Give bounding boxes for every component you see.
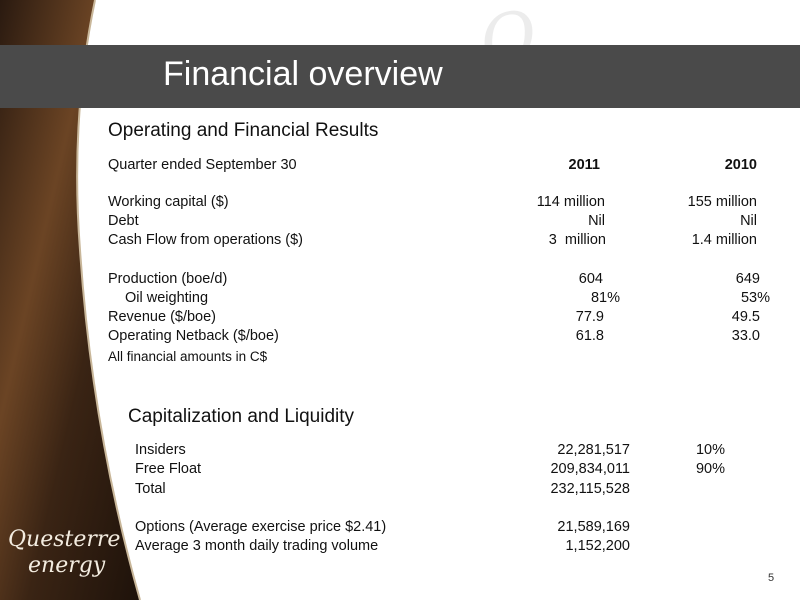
section-heading: Capitalization and Liquidity (128, 406, 355, 427)
row-value: 53% (740, 290, 770, 306)
row-label: Total (135, 481, 166, 497)
row-value: 61.8 (575, 328, 604, 344)
row-value: 209,834,011 (550, 461, 630, 477)
row-value: 22,281,517 (557, 442, 630, 458)
row-value: 232,115,528 (550, 481, 630, 497)
logo-text: Questerre (8, 527, 121, 552)
row-value: 49.5 (731, 309, 760, 325)
header-cell: 2010 (724, 157, 757, 173)
row-label: Production (boe/d) (108, 271, 228, 287)
row-label: Average 3 month daily trading volume (135, 538, 379, 554)
row-percent: 90% (695, 461, 725, 477)
row-label: Operating Netback ($/boe) (108, 328, 279, 344)
row-value: 81% (590, 290, 620, 306)
title-band (0, 45, 800, 108)
row-value: Nil (740, 213, 757, 229)
row-label: Working capital ($) (108, 194, 229, 210)
row-label: Options (Average exercise price $2.41) (135, 519, 387, 535)
row-value: Nil (588, 213, 605, 229)
row-value: 649 (735, 271, 760, 287)
section-heading: Operating and Financial Results (108, 120, 379, 141)
row-label: Debt (108, 213, 139, 229)
row-percent: 10% (695, 442, 725, 458)
row-label: Insiders (135, 442, 186, 458)
row-value: 604 (578, 271, 603, 287)
page-number: 5 (768, 572, 775, 584)
header-cell: 2011 (568, 157, 600, 173)
slide-title: Financial overview (163, 55, 443, 93)
logo-text: energy (28, 553, 106, 578)
footnote: All financial amounts in C$ (108, 349, 268, 364)
row-value: 77.9 (575, 309, 604, 325)
row-value: 1,152,200 (565, 538, 630, 554)
row-label: Cash Flow from operations ($) (108, 232, 304, 248)
row-value: 114 million (536, 194, 605, 210)
row-label: Oil weighting (125, 290, 209, 306)
row-value: 1.4 million (691, 232, 757, 248)
row-value: 21,589,169 (557, 519, 630, 535)
header-cell: Quarter ended September 30 (108, 157, 297, 173)
row-label: Revenue ($/boe) (108, 309, 217, 325)
row-value: 33.0 (731, 328, 760, 344)
row-value: 3 million (548, 232, 606, 248)
row-label: Free Float (135, 461, 202, 477)
row-value: 155 million (687, 194, 757, 210)
